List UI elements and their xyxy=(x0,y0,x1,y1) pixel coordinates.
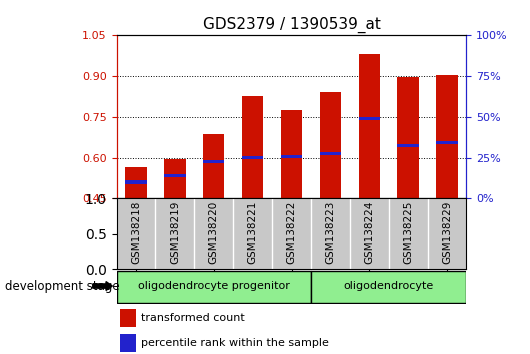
Text: GSM138229: GSM138229 xyxy=(442,200,452,264)
Bar xyxy=(320,92,341,198)
Bar xyxy=(436,141,457,144)
Title: GDS2379 / 1390539_at: GDS2379 / 1390539_at xyxy=(202,16,381,33)
Text: percentile rank within the sample: percentile rank within the sample xyxy=(141,338,329,348)
Text: GSM138219: GSM138219 xyxy=(170,200,180,264)
Bar xyxy=(120,309,136,327)
Bar xyxy=(436,75,457,198)
Bar xyxy=(120,334,136,352)
Bar xyxy=(281,110,302,198)
Bar xyxy=(203,135,225,198)
Text: GSM138220: GSM138220 xyxy=(209,200,219,264)
Text: development stage: development stage xyxy=(5,280,120,292)
Text: GSM138218: GSM138218 xyxy=(131,200,141,264)
Bar xyxy=(358,55,380,198)
Bar xyxy=(125,180,147,184)
Bar xyxy=(398,78,419,198)
Bar xyxy=(117,271,311,303)
Bar xyxy=(203,160,225,163)
Text: GSM138223: GSM138223 xyxy=(325,200,335,264)
Bar xyxy=(281,155,302,158)
Bar xyxy=(242,156,263,159)
Bar xyxy=(125,167,147,198)
Text: GSM138225: GSM138225 xyxy=(403,200,413,264)
Text: transformed count: transformed count xyxy=(141,313,245,323)
Bar xyxy=(164,173,186,177)
Text: oligodendrocyte: oligodendrocyte xyxy=(343,281,434,291)
Bar xyxy=(358,116,380,120)
Text: GSM138222: GSM138222 xyxy=(287,200,296,264)
Bar xyxy=(320,152,341,155)
Text: oligodendrocyte progenitor: oligodendrocyte progenitor xyxy=(138,281,290,291)
Bar xyxy=(242,97,263,198)
Text: GSM138221: GSM138221 xyxy=(248,200,258,264)
Text: GSM138224: GSM138224 xyxy=(364,200,374,264)
Bar xyxy=(398,144,419,147)
Bar xyxy=(311,271,466,303)
Bar xyxy=(164,159,186,198)
